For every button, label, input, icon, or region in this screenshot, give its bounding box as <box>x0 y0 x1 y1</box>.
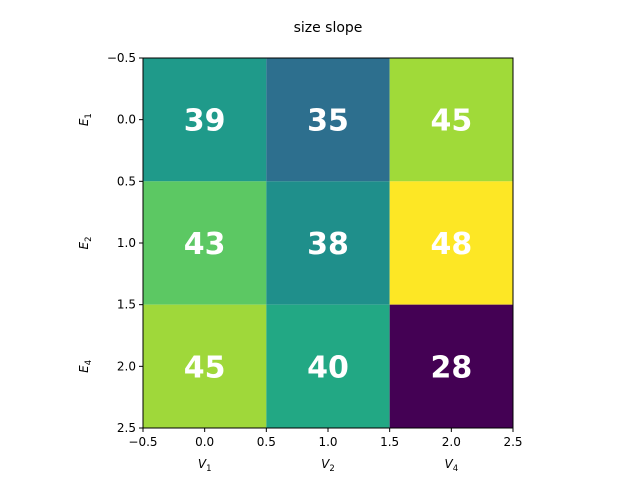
heatmap-cells <box>143 58 513 428</box>
heatmap-cell <box>266 58 390 182</box>
x-tick-label: 0.0 <box>195 435 214 449</box>
x-category-labels: V1 V2 V4 <box>198 457 458 474</box>
y-tick-label: 1.0 <box>117 236 136 250</box>
heatmap-cell <box>266 304 390 428</box>
x-category-label: V1 <box>198 457 212 474</box>
x-tick-label: 2.0 <box>442 435 461 449</box>
y-tick-label: 1.5 <box>117 298 136 312</box>
chart-title: size slope <box>294 20 363 36</box>
y-category-label: E4 <box>77 360 94 373</box>
cell-value-label: 39 <box>184 104 226 139</box>
y-tick-label: 0.0 <box>117 113 136 127</box>
y-tick-label: −0.5 <box>107 51 136 65</box>
cell-value-label: 40 <box>307 350 349 385</box>
x-category-label: V2 <box>321 457 335 474</box>
x-tick-label: −0.5 <box>128 435 157 449</box>
y-tick-label: 2.5 <box>117 421 136 435</box>
y-tick-label: 2.0 <box>117 359 136 373</box>
y-category-label: E1 <box>77 113 94 126</box>
cell-value-label: 28 <box>430 350 472 385</box>
x-tick-label: 0.5 <box>257 435 276 449</box>
x-tick-label: 1.5 <box>380 435 399 449</box>
cell-value-label: 48 <box>430 227 472 262</box>
x-axis: −0.5 0.0 0.5 1.0 1.5 2.0 2.5 <box>128 428 523 449</box>
cell-value-label: 45 <box>430 104 472 139</box>
x-category-label: V4 <box>445 457 459 474</box>
y-tick-label: 0.5 <box>117 174 136 188</box>
heatmap-cell <box>143 58 267 182</box>
heatmap-cell <box>389 304 513 428</box>
cell-value-label: 43 <box>184 227 226 262</box>
y-category-label: E2 <box>77 236 94 249</box>
y-category-labels: E1 E2 E4 <box>77 113 94 373</box>
y-axis: −0.5 0.0 0.5 1.0 1.5 2.0 2.5 <box>107 51 143 435</box>
heatmap-cell-labels: 39 35 45 43 38 48 45 40 28 <box>184 104 472 386</box>
heatmap-cell <box>143 304 267 428</box>
x-tick-label: 1.0 <box>318 435 337 449</box>
cell-value-label: 38 <box>307 227 349 262</box>
heatmap-cell <box>389 58 513 182</box>
cell-value-label: 45 <box>184 350 226 385</box>
x-tick-label: 2.5 <box>503 435 522 449</box>
cell-value-label: 35 <box>307 104 349 139</box>
heatmap-cell <box>143 181 267 305</box>
heatmap-cell <box>266 181 390 305</box>
heatmap-cell <box>389 181 513 305</box>
